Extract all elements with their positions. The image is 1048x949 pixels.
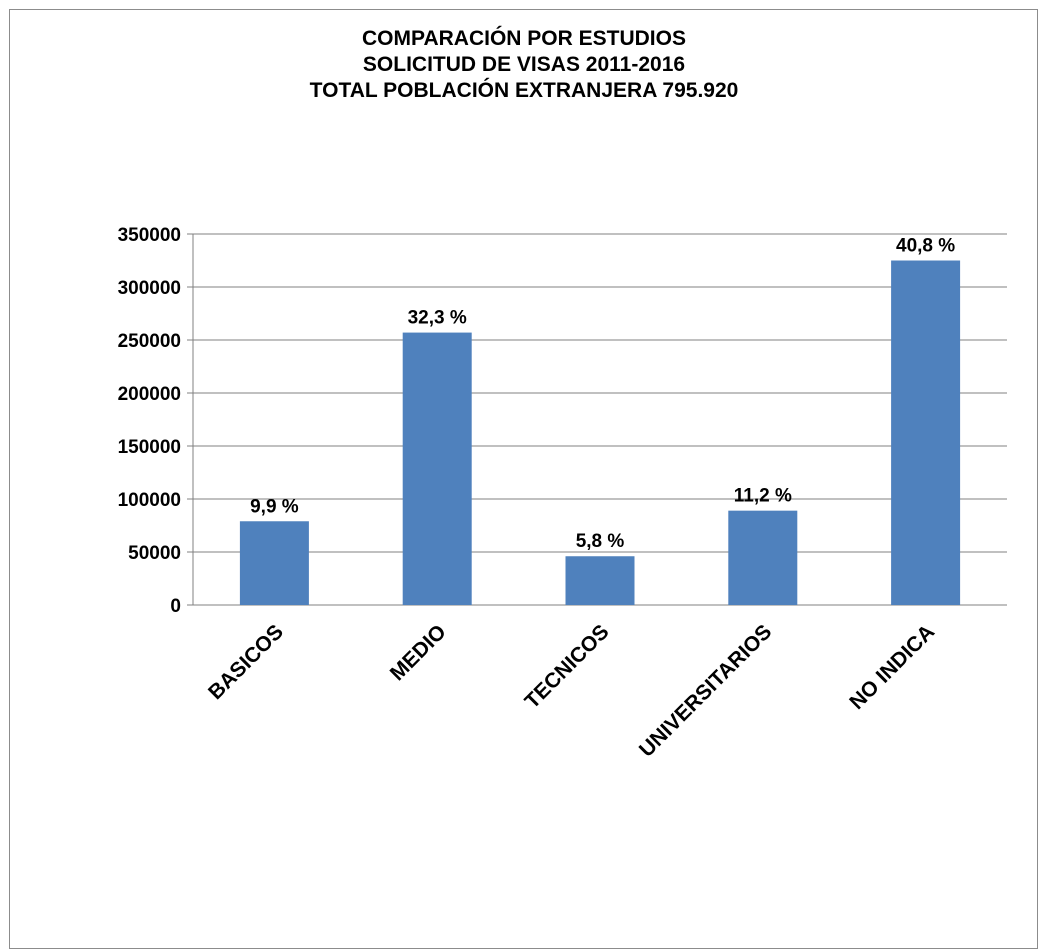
y-tick-label: 0	[170, 596, 181, 617]
y-tick-label: 150000	[118, 437, 181, 458]
bar	[565, 556, 635, 605]
title-line-2: SOLICITUD DE VISAS 2011-2016	[362, 53, 686, 76]
bar	[239, 521, 309, 605]
x-tick-label: TECNICOS	[521, 620, 614, 713]
chart-title: COMPARACIÓN POR ESTUDIOS SOLICITUD DE VI…	[0, 26, 1048, 104]
bar	[402, 332, 472, 605]
bar	[891, 260, 961, 605]
x-tick-label: MEDIO	[386, 620, 451, 685]
bar	[728, 510, 798, 605]
x-tick-label: UNIVERSITARIOS	[635, 620, 776, 761]
data-label: 32,3 %	[408, 308, 467, 329]
x-tick-label: NO INDICA	[845, 620, 939, 714]
data-label: 9,9 %	[250, 496, 299, 517]
y-tick-label: 100000	[118, 490, 181, 511]
y-tick-label: 200000	[118, 384, 181, 405]
x-tick-label: BASICOS	[204, 620, 288, 704]
y-tick-label: 50000	[128, 543, 181, 564]
title-line-1: COMPARACIÓN POR ESTUDIOS	[362, 27, 686, 50]
data-label: 11,2 %	[734, 486, 792, 507]
title-line-3: TOTAL POBLACIÓN EXTRANJERA 795.920	[309, 79, 739, 102]
y-tick-label: 350000	[118, 225, 181, 246]
chart-frame	[9, 9, 1038, 949]
data-label: 40,8 %	[896, 236, 955, 257]
data-label: 5,8 %	[576, 531, 625, 552]
y-tick-label: 250000	[118, 331, 181, 352]
y-tick-label: 300000	[118, 278, 181, 299]
